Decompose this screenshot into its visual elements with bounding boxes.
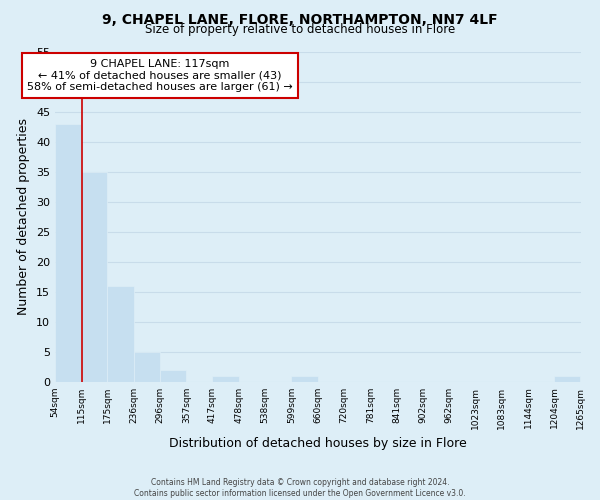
Text: 9, CHAPEL LANE, FLORE, NORTHAMPTON, NN7 4LF: 9, CHAPEL LANE, FLORE, NORTHAMPTON, NN7 … — [102, 12, 498, 26]
Bar — [134, 352, 160, 382]
Bar — [107, 286, 134, 382]
Bar — [55, 124, 82, 382]
Y-axis label: Number of detached properties: Number of detached properties — [17, 118, 31, 315]
Text: Contains HM Land Registry data © Crown copyright and database right 2024.
Contai: Contains HM Land Registry data © Crown c… — [134, 478, 466, 498]
Text: Size of property relative to detached houses in Flore: Size of property relative to detached ho… — [145, 22, 455, 36]
Bar — [554, 376, 580, 382]
Text: 9 CHAPEL LANE: 117sqm
← 41% of detached houses are smaller (43)
58% of semi-deta: 9 CHAPEL LANE: 117sqm ← 41% of detached … — [27, 59, 293, 92]
X-axis label: Distribution of detached houses by size in Flore: Distribution of detached houses by size … — [169, 437, 467, 450]
Bar — [160, 370, 187, 382]
Bar — [82, 172, 107, 382]
Bar — [292, 376, 318, 382]
Bar — [212, 376, 239, 382]
